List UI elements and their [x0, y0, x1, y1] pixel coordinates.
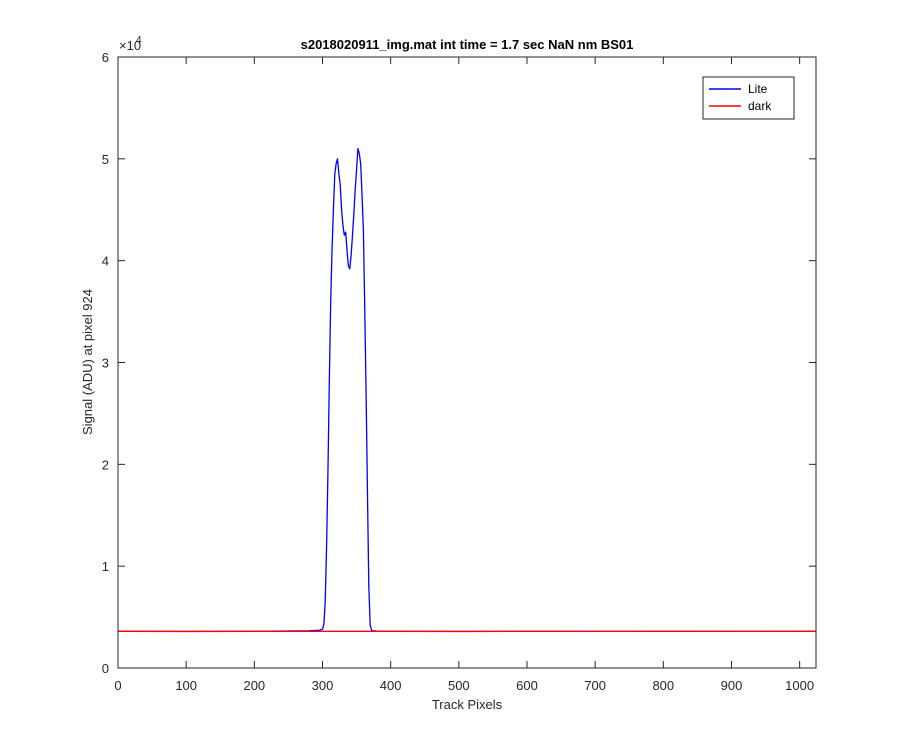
- x-tick-label: 0: [114, 678, 121, 693]
- x-axis-label: Track Pixels: [432, 697, 503, 712]
- plot-area: [118, 57, 816, 668]
- x-tick-label: 500: [448, 678, 470, 693]
- x-tick-label: 800: [652, 678, 674, 693]
- x-tick-label: 400: [380, 678, 402, 693]
- y-tick-label: 5: [102, 152, 109, 167]
- chart-title: s2018020911_img.mat int time = 1.7 sec N…: [301, 37, 634, 52]
- y-tick-label: 1: [102, 559, 109, 574]
- legend-box: [702, 76, 795, 120]
- x-tick-label: 300: [312, 678, 334, 693]
- y-tick-label: 3: [102, 356, 109, 371]
- x-tick-label: 600: [516, 678, 538, 693]
- y-tick-label: 2: [102, 457, 109, 472]
- axes-box: [117, 56, 817, 669]
- y-tick-label: 0: [102, 661, 109, 676]
- legend: Lite dark: [702, 76, 795, 120]
- x-tick-label: 200: [243, 678, 265, 693]
- ticks-layer: 0 100 200 300 400 500 600 700 800 900 1000 0 1 2 3 4 5 6: [102, 50, 816, 693]
- y-tick-label: 6: [102, 50, 109, 65]
- legend-label-dark: dark: [748, 99, 772, 113]
- y-exponent-label: ×10 4: [119, 35, 142, 53]
- series-layer: [117, 147, 817, 633]
- y-exponent-power: 4: [136, 35, 142, 46]
- series-line-lite: [117, 147, 817, 633]
- legend-label-lite: Lite: [748, 82, 768, 96]
- x-tick-label: 100: [175, 678, 197, 693]
- y-exponent-base: ×10: [119, 38, 141, 53]
- y-tick-label: 4: [102, 254, 109, 269]
- x-tick-label: 700: [584, 678, 606, 693]
- y-axis-label: Signal (ADU) at pixel 924: [80, 289, 95, 435]
- x-tick-label: 900: [721, 678, 743, 693]
- x-tick-label: 1000: [785, 678, 814, 693]
